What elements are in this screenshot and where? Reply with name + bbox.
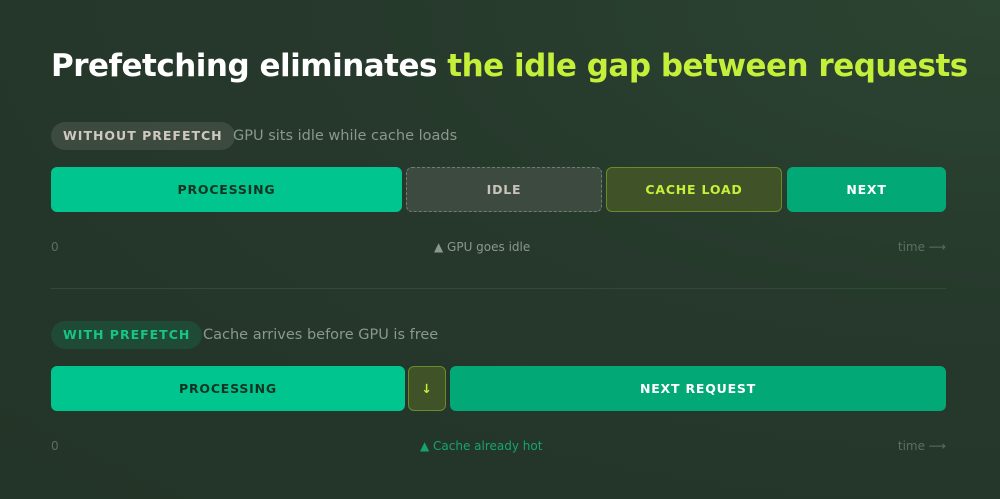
axis-start: 0 [51,439,59,453]
cache-hot-marker: ▲ Cache already hot [420,439,543,453]
without-subtitle: GPU sits idle while cache loads [233,128,458,144]
cache-arrow-segment: ↓ [408,366,446,411]
divider [51,288,946,289]
processing-segment: PROCESSING [51,366,405,411]
with-prefetch-badge: WITH PREFETCH [51,321,203,349]
processing-segment: PROCESSING [51,167,402,212]
cache-load-segment: CACHE LOAD [606,167,782,212]
without-prefetch-badge: WITHOUT PREFETCH [51,122,235,150]
next-request-segment: NEXT REQUEST [450,366,946,411]
axis-end: time ⟶ [897,439,946,453]
next-segment: NEXT [787,167,946,212]
axis-start: 0 [51,240,59,254]
idle-marker: ▲ GPU goes idle [434,240,531,254]
axis-end: time ⟶ [897,240,946,254]
page-title: Prefetching eliminates the idle gap betw… [51,48,968,84]
idle-segment: IDLE [406,167,602,212]
with-subtitle: Cache arrives before GPU is free [203,327,439,343]
